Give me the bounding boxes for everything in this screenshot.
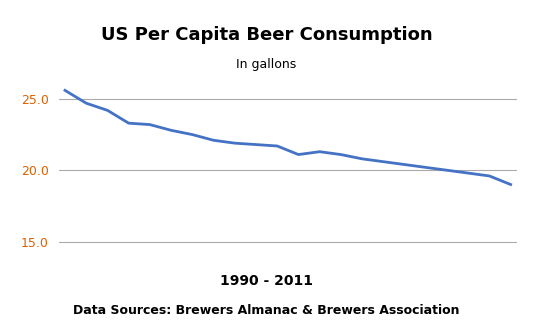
Text: Data Sources: Brewers Almanac & Brewers Association: Data Sources: Brewers Almanac & Brewers … [73,304,460,317]
Text: US Per Capita Beer Consumption: US Per Capita Beer Consumption [101,26,432,44]
Text: In gallons: In gallons [236,58,297,71]
Text: 1990 - 2011: 1990 - 2011 [220,274,313,288]
